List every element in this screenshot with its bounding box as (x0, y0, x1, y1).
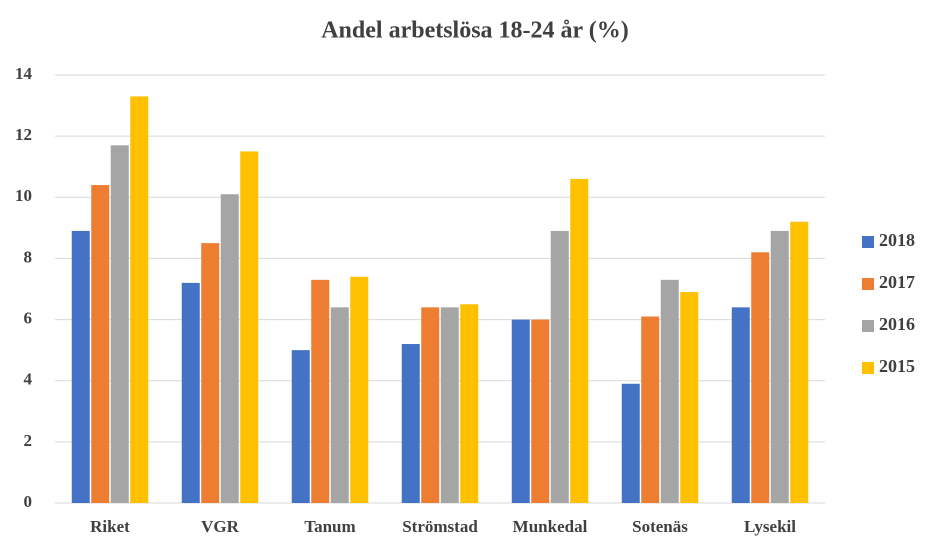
x-tick-label: Strömstad (402, 517, 478, 536)
bar (440, 307, 459, 503)
bar (550, 230, 569, 503)
bar (641, 316, 660, 503)
y-tick-label: 2 (24, 431, 33, 450)
legend-label: 2016 (879, 314, 915, 334)
bar (291, 350, 310, 503)
bar (110, 145, 129, 504)
x-tick-label: Lysekil (744, 517, 796, 536)
y-tick-label: 8 (24, 247, 33, 266)
y-tick-label: 4 (24, 370, 33, 389)
x-tick-label: Riket (90, 517, 130, 536)
legend-label: 2017 (879, 272, 915, 292)
legend-label: 2018 (879, 230, 915, 250)
x-tick-label: Munkedal (513, 517, 588, 536)
y-tick-label: 10 (15, 186, 32, 205)
bar (511, 319, 530, 503)
legend-swatch (862, 320, 874, 332)
bar (401, 344, 420, 503)
bar (770, 230, 789, 503)
bar (240, 151, 259, 503)
y-tick-label: 14 (15, 64, 33, 83)
legend-swatch (862, 278, 874, 290)
y-tick-label: 0 (24, 492, 33, 511)
legend-swatch (862, 362, 874, 374)
x-tick-label: VGR (201, 517, 240, 536)
x-tick-label: Sotenäs (632, 517, 688, 536)
chart-title: Andel arbetslösa 18-24 år (%) (321, 18, 629, 44)
legend-label: 2015 (879, 356, 915, 376)
bar (91, 185, 110, 504)
bar (130, 96, 149, 504)
bar (680, 292, 699, 503)
bar (311, 279, 330, 503)
legend-swatch (862, 236, 874, 248)
bar (350, 276, 369, 503)
bar (621, 383, 640, 503)
bar (201, 243, 220, 503)
bar (330, 307, 349, 503)
y-tick-label: 6 (24, 308, 33, 327)
bar (181, 282, 200, 503)
y-tick-label: 12 (15, 125, 32, 144)
bar (731, 307, 750, 503)
bar (421, 307, 440, 503)
bar (790, 221, 809, 503)
bar (71, 230, 90, 503)
bar (531, 319, 550, 503)
bar (460, 304, 479, 503)
x-tick-label: Tanum (304, 517, 355, 536)
bar (570, 178, 589, 503)
bar (660, 279, 679, 503)
bar (220, 194, 239, 503)
bar (751, 252, 770, 503)
